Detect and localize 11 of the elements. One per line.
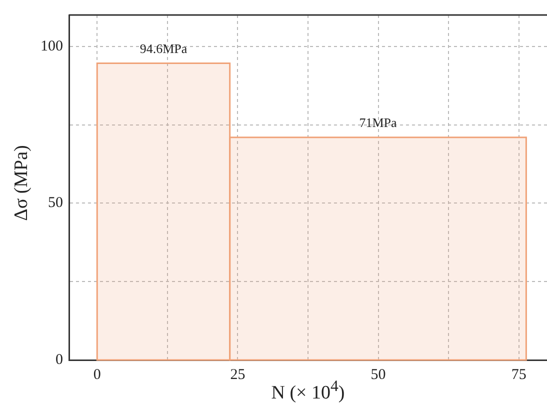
x-tick-label: 50	[370, 366, 386, 383]
x-tick-label: 75	[511, 366, 526, 383]
y-tick-label: 100	[40, 38, 63, 54]
y-axis-title: Δσ (MPa)	[11, 145, 33, 221]
x-axis-title: N (× 10$^{4}$)	[271, 378, 345, 404]
y-tick-label: 50	[48, 195, 63, 212]
x-tick-label: 0	[93, 366, 101, 383]
x-tick-label: 25	[230, 366, 246, 383]
data-label: 94.6MPa	[140, 41, 188, 56]
y-tick-label: 0	[56, 352, 63, 368]
data-label: 71MPa	[359, 115, 398, 130]
